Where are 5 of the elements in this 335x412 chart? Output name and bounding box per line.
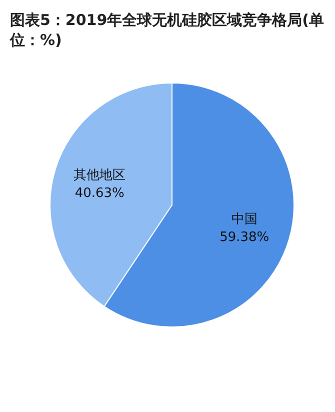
data-label: 40.63%	[74, 186, 124, 202]
slice-label: 中国	[231, 212, 258, 227]
chart-title: 图表5：2019年全球无机硅胶区域竞争格局(单位：%)	[8, 10, 326, 50]
slice-label: 其他地区	[74, 168, 126, 184]
data-label: 59.38%	[220, 230, 270, 245]
